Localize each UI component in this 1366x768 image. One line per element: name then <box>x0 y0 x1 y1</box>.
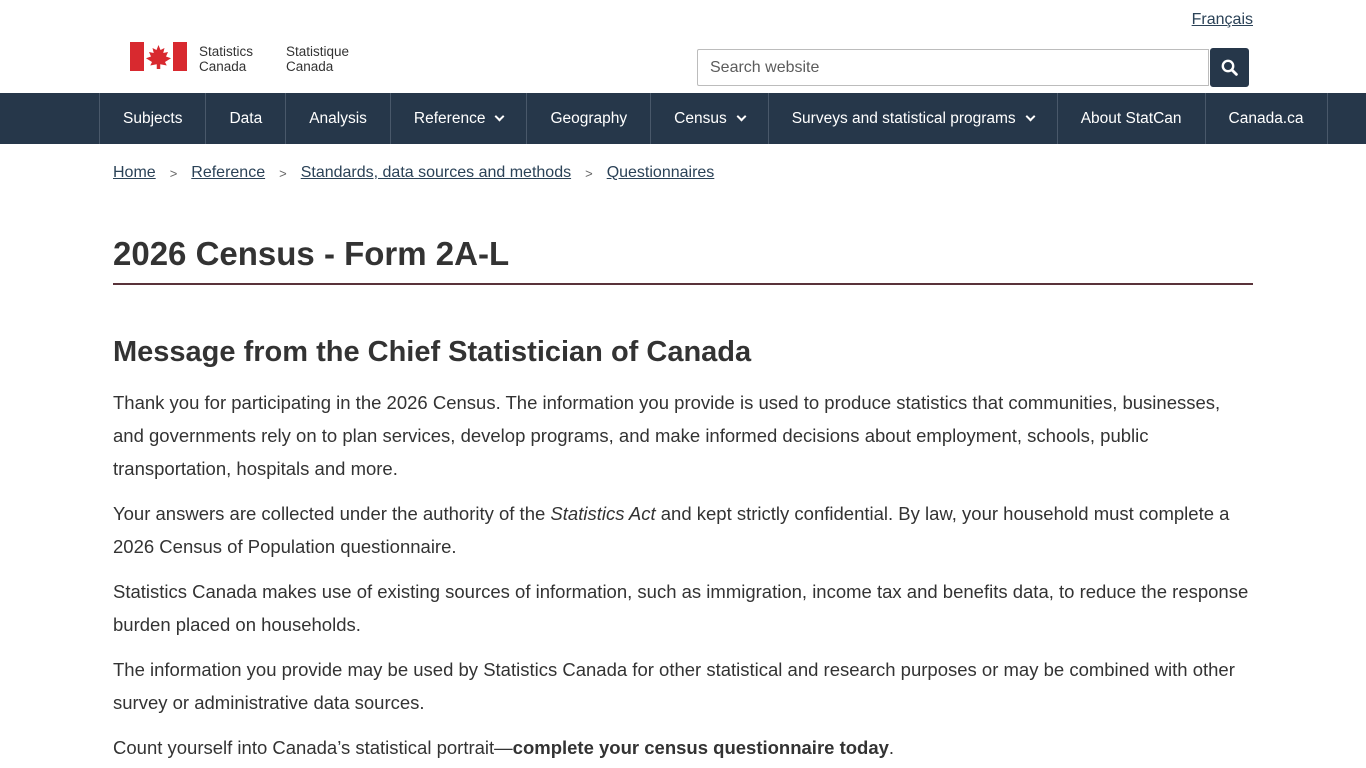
paragraph-text: . <box>888 737 895 758</box>
nav-item-label: Canada.ca <box>1228 109 1304 127</box>
site-header: Français Statistics Canada Statistique C… <box>0 0 1366 93</box>
magnifier-icon <box>1221 59 1238 76</box>
paragraph-other-purposes: The information you provide may be used … <box>113 653 1253 719</box>
chevron-down-icon <box>494 111 505 121</box>
nav-item-label: Geography <box>550 109 628 127</box>
nav-item-label: Data <box>229 109 263 127</box>
paragraph-call-to-action: Count yourself into Canada’s statistical… <box>113 731 1253 764</box>
page-title: 2026 Census - Form 2A-L <box>113 234 1253 285</box>
nav-item-reference[interactable]: Reference <box>389 93 527 144</box>
paragraph-authority: Your answers are collected under the aut… <box>113 497 1253 563</box>
paragraph-text: and kept strictly confidential. By law, … <box>113 503 1230 557</box>
chevron-down-icon <box>736 111 747 121</box>
statcan-logo[interactable]: Statistics Canada Statistique Canada <box>130 42 349 74</box>
breadcrumb-separator: > <box>585 165 593 181</box>
paragraph-text: Statistics Canada makes use of existing … <box>113 581 1249 635</box>
paragraph-intro: Thank you for participating in the 2026 … <box>113 386 1253 485</box>
paragraph-text: Your answers are collected under the aut… <box>113 503 551 524</box>
logo-text-french: Statistique Canada <box>286 44 350 74</box>
nav-item-label: Surveys and statistical programs <box>791 109 1016 127</box>
nav-item-surveys-and-statistical-programs[interactable]: Surveys and statistical programs <box>767 93 1057 144</box>
search-input[interactable] <box>697 49 1209 86</box>
breadcrumb-home[interactable]: Home <box>113 164 156 181</box>
nav-item-label: Subjects <box>123 109 183 127</box>
nav-item-label: Census <box>674 109 727 127</box>
paragraph-existing-sources: Statistics Canada makes use of existing … <box>113 575 1253 641</box>
paragraph-text: Count yourself into Canada’s statistical… <box>113 737 513 758</box>
breadcrumb-separator: > <box>169 165 178 181</box>
breadcrumb-reference[interactable]: Reference <box>191 164 266 181</box>
nav-item-analysis[interactable]: Analysis <box>285 93 390 144</box>
language-toggle-link[interactable]: Français <box>1191 11 1253 28</box>
nav-item-label: Reference <box>413 109 486 127</box>
paragraph-text: The information you provide may be used … <box>113 659 1235 713</box>
breadcrumb: Home > Reference > Standards, data sourc… <box>113 164 1253 182</box>
nav-item-canada-ca[interactable]: Canada.ca <box>1204 93 1328 144</box>
breadcrumb-questionnaires[interactable]: Questionnaires <box>606 164 715 181</box>
breadcrumb-separator: > <box>279 165 287 181</box>
main-navigation: Subjects Data Analysis Reference Geograp… <box>0 93 1366 144</box>
paragraph-text: Thank you for participating in the 2026 … <box>113 392 1221 479</box>
nav-item-census[interactable]: Census <box>650 93 768 144</box>
main-content: 2026 Census - Form 2A-L Message from the… <box>0 234 1366 764</box>
nav-item-about-statcan[interactable]: About StatCan <box>1056 93 1205 144</box>
chevron-down-icon <box>1025 111 1036 121</box>
nav-item-label: About StatCan <box>1080 109 1182 127</box>
call-to-action-bold: complete your census questionnaire today <box>512 737 889 758</box>
statistics-act-italic: Statistics Act <box>550 503 656 524</box>
site-search <box>697 48 1249 87</box>
logo-text-english: Statistics Canada <box>199 44 254 74</box>
breadcrumb-standards-data-sources-and-methods[interactable]: Standards, data sources and methods <box>300 164 572 181</box>
search-button[interactable] <box>1210 48 1249 87</box>
nav-item-data[interactable]: Data <box>205 93 285 144</box>
section-heading: Message from the Chief Statistician of C… <box>113 336 752 368</box>
nav-item-subjects[interactable]: Subjects <box>99 93 205 144</box>
nav-item-label: Analysis <box>309 109 367 127</box>
nav-item-geography[interactable]: Geography <box>526 93 650 144</box>
canada-flag-icon <box>130 42 187 71</box>
